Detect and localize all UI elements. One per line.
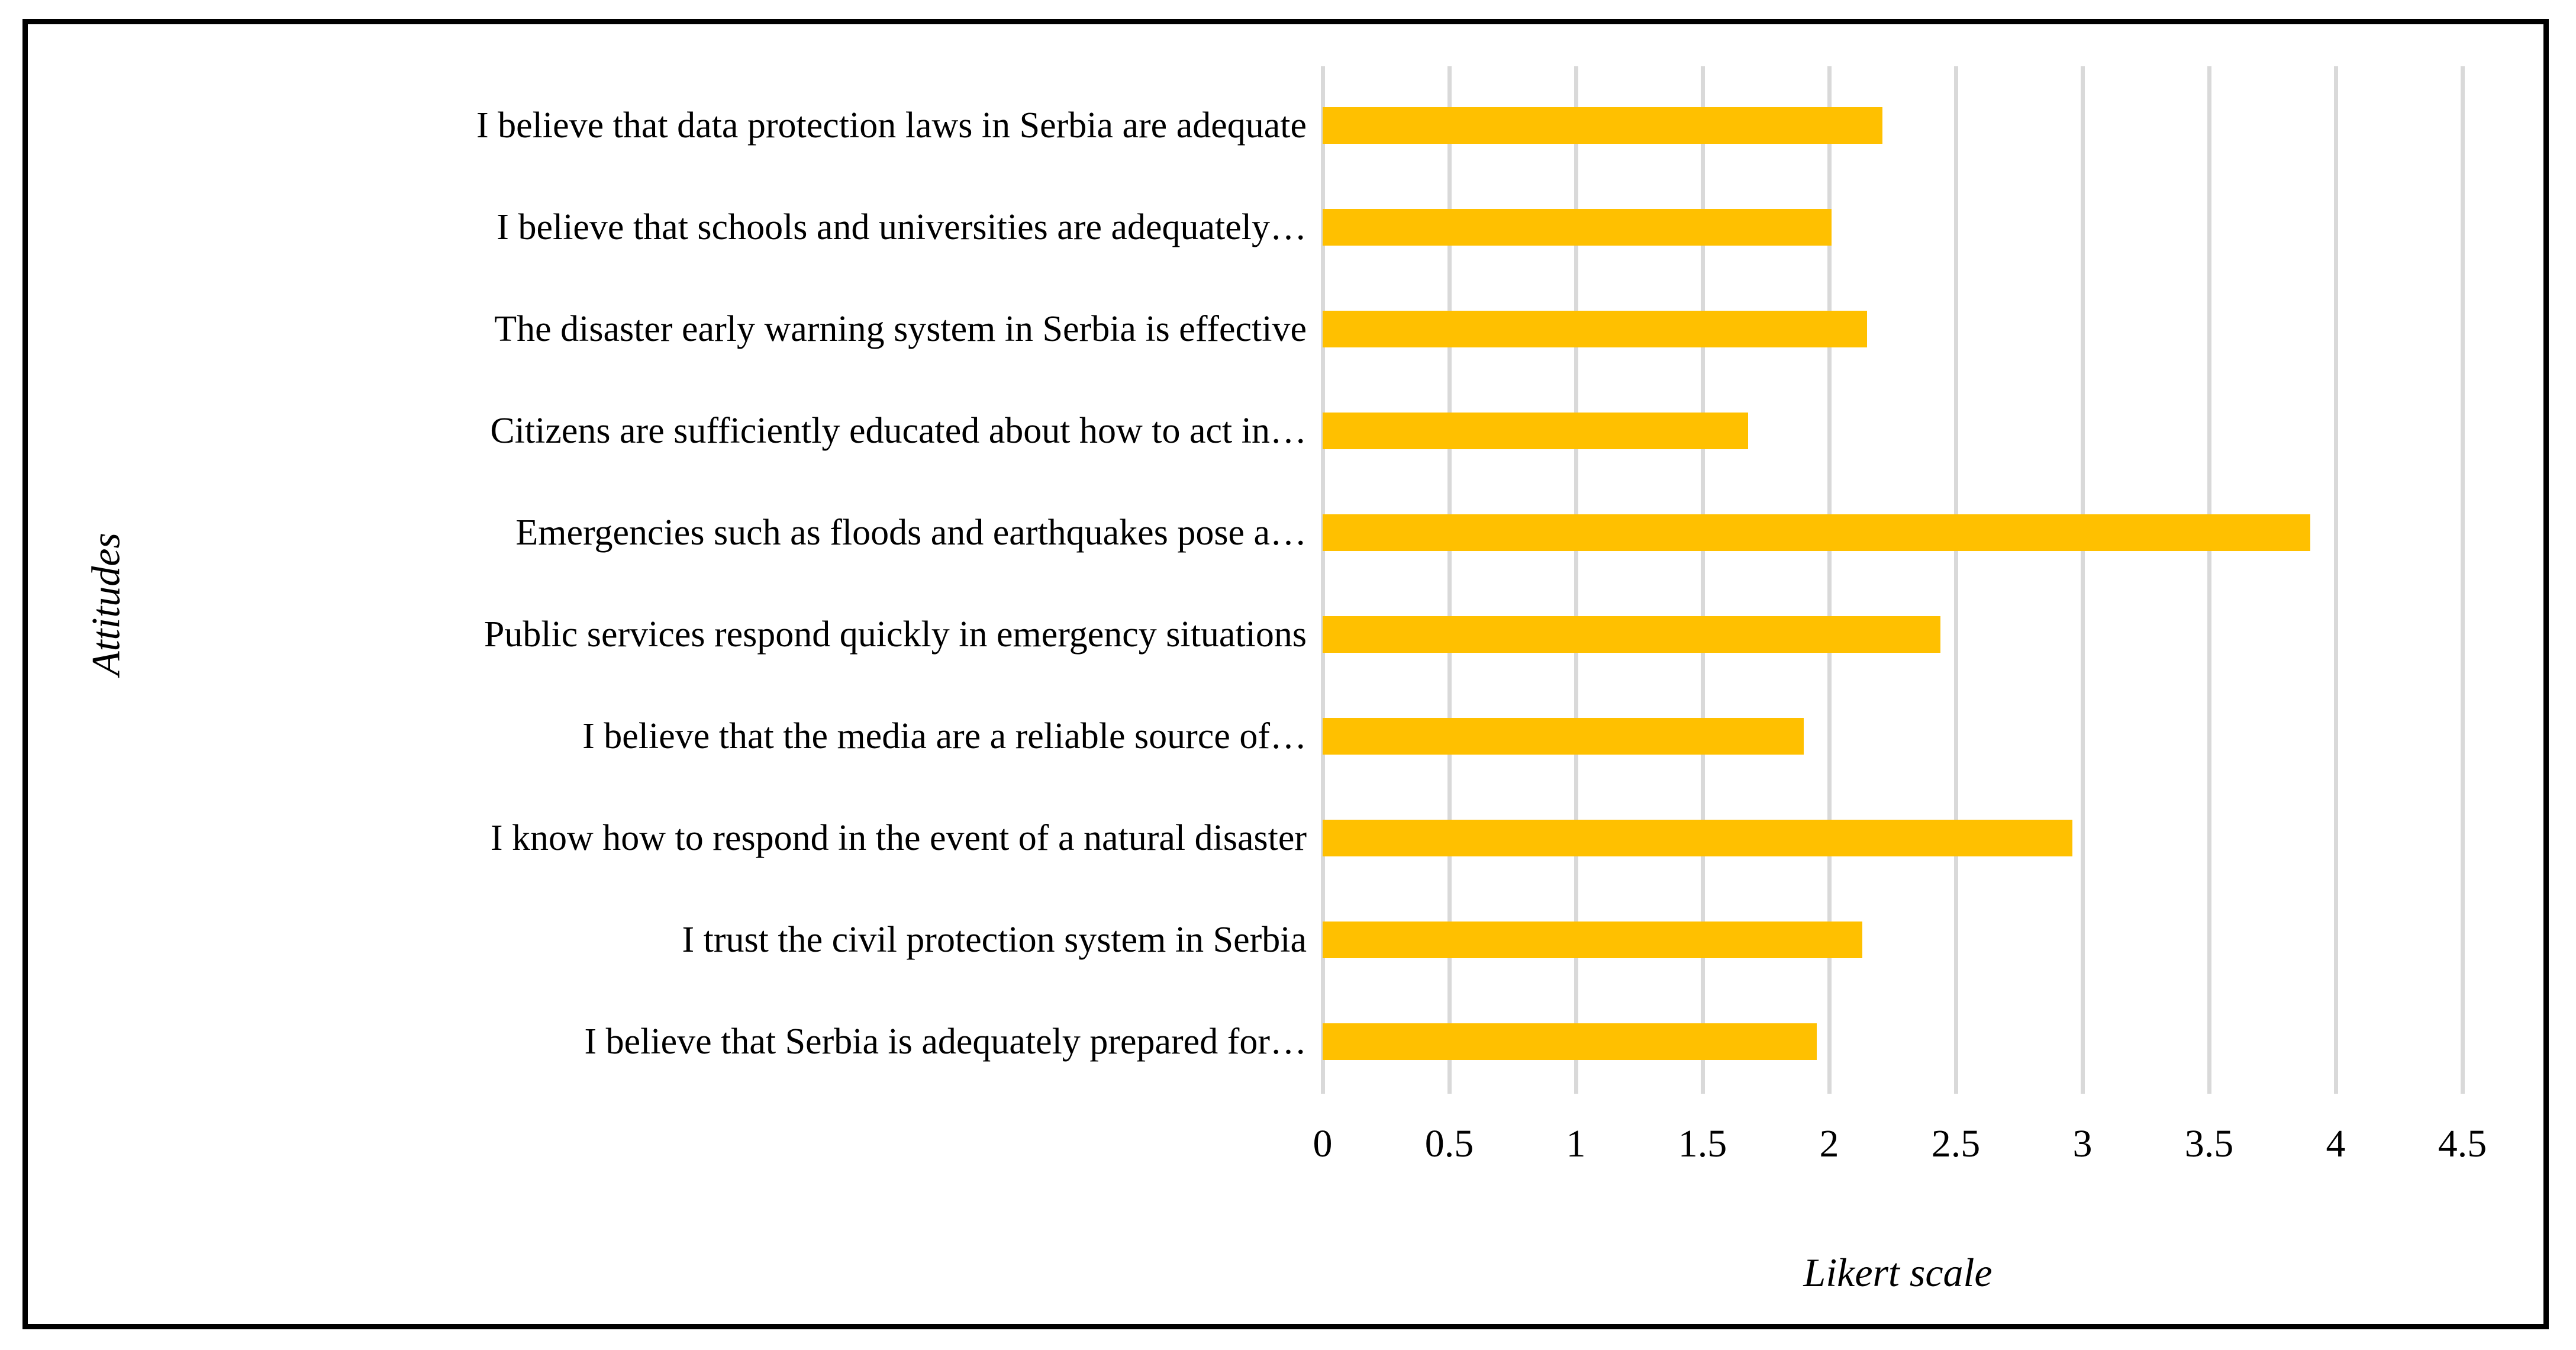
- category-label: I know how to respond in the event of a …: [490, 818, 1307, 858]
- x-tick-label: 3.5: [2184, 1122, 2234, 1165]
- x-tick-label: 4.5: [2438, 1122, 2487, 1165]
- category-label: Emergencies such as floods and earthquak…: [515, 513, 1307, 553]
- x-tick-label: 0.5: [1424, 1122, 1474, 1165]
- gridline-4.5: [2461, 66, 2465, 1094]
- gridline-0.5: [1447, 66, 1452, 1094]
- x-tick-label: 1: [1566, 1122, 1586, 1165]
- y-axis-title: Attitudes: [83, 533, 128, 676]
- bar-10: [1323, 1023, 1817, 1060]
- gridline-4: [2334, 66, 2338, 1094]
- category-label: The disaster early warning system in Ser…: [494, 309, 1307, 349]
- bar-5: [1323, 514, 2310, 551]
- category-label: I believe that schools and universities …: [496, 207, 1307, 247]
- x-tick-label: 2.5: [1931, 1122, 1981, 1165]
- bar-7: [1323, 718, 1804, 755]
- x-axis-title: Likert scale: [1803, 1250, 1993, 1295]
- bar-1: [1323, 107, 1882, 144]
- category-label: I believe that data protection laws in S…: [476, 105, 1307, 146]
- gridline-0: [1321, 66, 1325, 1094]
- bar-6: [1323, 616, 1940, 653]
- bar-3: [1323, 311, 1867, 347]
- bar-4: [1323, 413, 1748, 449]
- category-label: Citizens are sufficiently educated about…: [490, 411, 1307, 451]
- gridline-2: [1827, 66, 1832, 1094]
- x-tick-label: 2: [1819, 1122, 1839, 1165]
- category-label: I trust the civil protection system in S…: [682, 920, 1307, 960]
- x-tick-label: 1.5: [1678, 1122, 1727, 1165]
- gridline-3.5: [2207, 66, 2211, 1094]
- gridline-1.5: [1701, 66, 1705, 1094]
- category-label: I believe that the media are a reliable …: [582, 716, 1307, 756]
- bar-9: [1323, 922, 1862, 958]
- gridline-1: [1574, 66, 1578, 1094]
- x-tick-label: 4: [2326, 1122, 2346, 1165]
- gridline-3: [2081, 66, 2085, 1094]
- bar-8: [1323, 820, 2072, 856]
- x-tick-label: 3: [2072, 1122, 2093, 1165]
- figure-frame: Attitudes Likert scale 0 0.5 1 1.5 2 2.5 3 3.5 4…: [22, 19, 2549, 1329]
- gridline-2.5: [1954, 66, 1958, 1094]
- x-tick-label: 0: [1313, 1122, 1333, 1165]
- category-label: I believe that Serbia is adequately prep…: [584, 1022, 1307, 1062]
- category-label: Public services respond quickly in emerg…: [483, 614, 1307, 655]
- bar-2: [1323, 209, 1832, 246]
